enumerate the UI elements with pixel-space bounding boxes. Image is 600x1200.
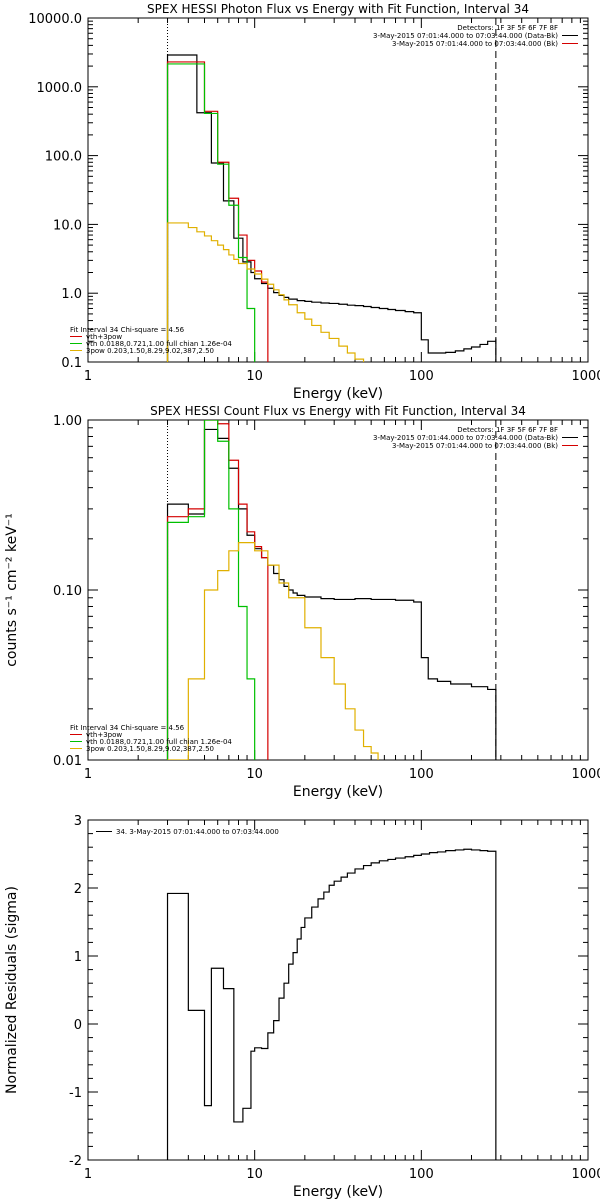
x-tick-label: 10 <box>246 767 263 782</box>
x-tick-label: 1 <box>84 767 92 782</box>
y-tick-label: 3 <box>74 814 82 829</box>
y-tick-label: 1 <box>74 950 82 965</box>
x-tick-label: 1 <box>84 1167 92 1182</box>
header-text: Detectors: 1F 3F 5F 6F 7F 8F <box>457 426 558 434</box>
chart-panel-2: 1 10 100 1000 0.01 0.10 1.00 SPEX HESSI Count F… <box>4 404 600 800</box>
x-tick-label: 1000 <box>571 369 600 384</box>
y-tick-label: -1 <box>69 1086 82 1101</box>
header-text: 3-May-2015 07:01:44.000 to 07:03:44.000 … <box>373 434 558 442</box>
legend-text: vth 0.0188,0.721,1.00 full chian 1.26e-0… <box>86 738 232 746</box>
y-tick-label: 1000.0 <box>37 81 83 96</box>
legend-text: Fit Interval 34 Chi-square = 4.56 <box>70 724 185 732</box>
plot-frame <box>87 419 589 761</box>
x-tick-label: 10 <box>246 1167 263 1182</box>
x-tick-label: 100 <box>409 767 434 782</box>
legend-text: 3pow 0.203,1.50,8.29,9.02,387,2.50 <box>86 347 214 355</box>
series-vth-line <box>166 420 256 760</box>
series-vth-3pow-line <box>166 61 269 362</box>
x-axis-label: Energy (keV) <box>293 784 383 800</box>
x-tick-label: 1000 <box>571 1167 600 1182</box>
chart-title: SPEX HESSI Count Flux vs Energy with Fit… <box>150 404 526 418</box>
series-3pow-line <box>166 222 365 362</box>
header-text: Detectors: 1F 3F 5F 6F 7F 8F <box>457 24 558 32</box>
y-axis-label: counts s⁻¹ cm⁻² keV⁻¹ <box>4 513 20 667</box>
x-tick-label: 100 <box>409 369 434 384</box>
x-tick-label: 1 <box>84 369 92 384</box>
y-tick-label: 2 <box>74 882 82 897</box>
chart-title: SPEX HESSI Photon Flux vs Energy with Fi… <box>147 2 529 16</box>
plot-frame <box>87 17 589 363</box>
header-text: 3-May-2015 07:01:44.000 to 07:03:44.000 … <box>392 442 558 450</box>
y-tick-label: 10000.0 <box>28 12 82 27</box>
y-tick-label: 0 <box>74 1018 82 1033</box>
y-tick-label: 10.0 <box>53 218 82 233</box>
header-text: 3-May-2015 07:01:44.000 to 07:03:44.000 … <box>373 32 558 40</box>
x-tick-label: 100 <box>409 1167 434 1182</box>
legend-text: 3pow 0.203,1.50,8.29,9.02,387,2.50 <box>86 745 214 753</box>
chart-panel-1: 1 10 100 1000 0.1 1.0 10.0 100.0 1000.0 10000.0 SP… <box>28 2 600 402</box>
x-tick-label: 1000 <box>571 767 600 782</box>
legend-text: vth 0.0188,0.721,1.00 full chian 1.26e-0… <box>86 340 232 348</box>
legend-text: vth+3pow <box>86 731 122 739</box>
y-tick-label: 100.0 <box>45 150 82 165</box>
series-data-bk-line <box>166 428 497 760</box>
x-axis-label: Energy (keV) <box>293 1184 383 1200</box>
chart-panel-3: 1 10 100 1000 -2 -1 0 1 2 3 Energy (keV) Normalized… <box>4 814 600 1200</box>
y-tick-label: 0.10 <box>53 584 82 599</box>
header-text: 3-May-2015 07:01:44.000 to 07:03:44.000 … <box>392 40 558 48</box>
x-axis-label: Energy (keV) <box>293 386 383 402</box>
y-tick-label: 1.00 <box>53 414 82 429</box>
series-residuals-line <box>166 848 497 1160</box>
series-vth-3pow-line <box>166 420 269 760</box>
y-tick-label: 1.0 <box>61 287 82 302</box>
series-data-bk-line <box>166 54 497 362</box>
y-tick-label: 0.01 <box>53 754 82 769</box>
y-axis-label: Normalized Residuals (sigma) <box>4 886 20 1094</box>
x-tick-label: 10 <box>246 369 263 384</box>
legend-text: vth+3pow <box>86 333 122 341</box>
series-vth-line <box>166 63 256 362</box>
y-tick-label: -2 <box>69 1154 82 1169</box>
legend-text: Fit Interval 34 Chi-square = 4.56 <box>70 326 185 334</box>
y-tick-label: 0.1 <box>61 356 82 371</box>
plot-frame <box>87 819 589 1161</box>
legend-text: 34. 3-May-2015 07:01:44.000 to 07:03:44.… <box>116 828 279 836</box>
series-3pow-line <box>167 542 379 760</box>
